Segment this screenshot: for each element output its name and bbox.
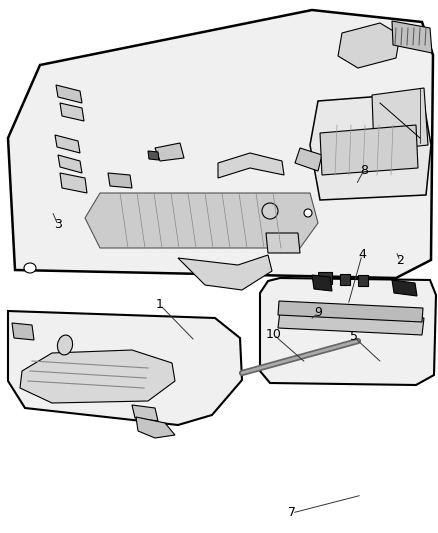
- Text: 9: 9: [314, 306, 322, 319]
- Polygon shape: [8, 311, 242, 425]
- Polygon shape: [12, 323, 34, 340]
- Text: 10: 10: [266, 328, 282, 342]
- Ellipse shape: [57, 335, 73, 355]
- Polygon shape: [312, 275, 332, 291]
- Bar: [340, 274, 350, 285]
- Polygon shape: [108, 173, 132, 188]
- Polygon shape: [20, 350, 175, 403]
- Polygon shape: [338, 23, 400, 68]
- Polygon shape: [60, 103, 84, 121]
- Polygon shape: [85, 193, 318, 248]
- Bar: [318, 272, 332, 284]
- Polygon shape: [55, 135, 80, 153]
- Polygon shape: [218, 153, 284, 178]
- Polygon shape: [392, 280, 417, 296]
- Polygon shape: [278, 301, 423, 322]
- Polygon shape: [58, 155, 82, 173]
- Polygon shape: [392, 21, 432, 53]
- Text: 8: 8: [360, 164, 368, 176]
- Ellipse shape: [24, 263, 36, 273]
- Polygon shape: [155, 143, 184, 161]
- Polygon shape: [278, 311, 424, 335]
- Polygon shape: [266, 233, 300, 253]
- Polygon shape: [136, 417, 175, 438]
- Circle shape: [262, 203, 278, 219]
- Text: 2: 2: [396, 254, 404, 268]
- Polygon shape: [320, 125, 418, 175]
- Polygon shape: [148, 151, 159, 160]
- Polygon shape: [178, 255, 272, 290]
- Polygon shape: [60, 173, 87, 193]
- Circle shape: [304, 209, 312, 217]
- Bar: [358, 275, 368, 286]
- Text: 5: 5: [350, 330, 358, 343]
- Text: 4: 4: [358, 248, 366, 262]
- Text: 3: 3: [54, 219, 62, 231]
- Text: 7: 7: [288, 506, 296, 520]
- Polygon shape: [260, 278, 436, 385]
- Polygon shape: [295, 148, 322, 171]
- Polygon shape: [310, 93, 431, 200]
- Polygon shape: [56, 85, 82, 103]
- Polygon shape: [372, 88, 428, 151]
- Polygon shape: [8, 10, 433, 278]
- Text: 1: 1: [156, 298, 164, 311]
- Polygon shape: [132, 405, 158, 421]
